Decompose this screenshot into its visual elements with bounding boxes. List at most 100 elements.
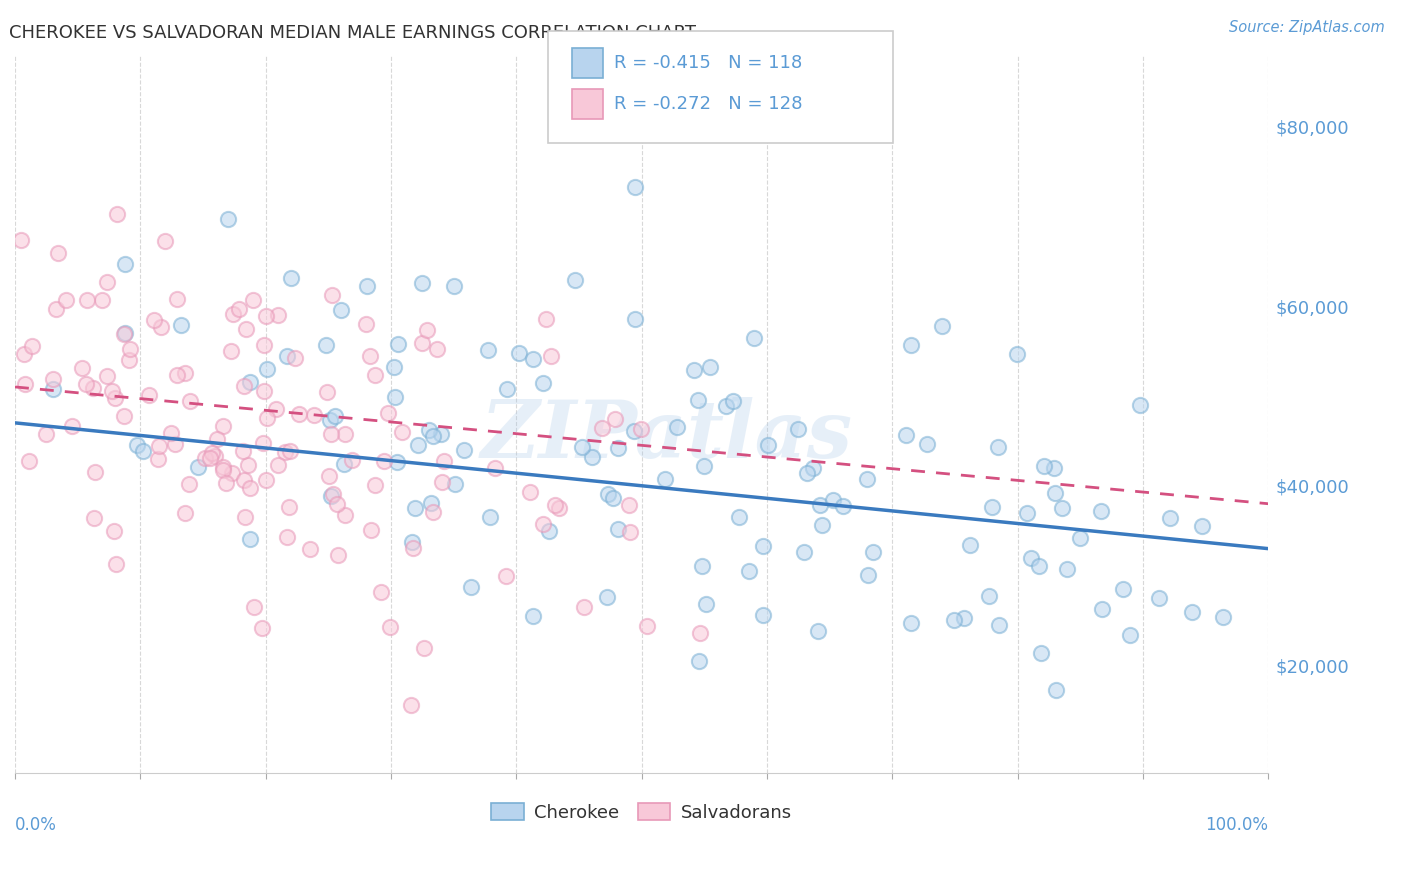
Point [796,466,818,480]
Text: CHEROKEE VS SALVADORAN MEDIAN MALE EARNINGS CORRELATION CHART: CHEROKEE VS SALVADORAN MEDIAN MALE EARNI… [8,24,696,42]
Text: 100.0%: 100.0% [1205,816,1268,834]
Point [596,590,619,604]
Point [896,428,918,442]
Point [148,440,170,454]
Point [630,422,652,436]
Point [114,326,136,340]
Point [242,293,264,307]
Point [253,338,276,352]
Point [370,585,392,599]
Point [959,538,981,552]
Text: R = -0.272   N = 128: R = -0.272 N = 128 [614,95,803,113]
Point [17,454,39,468]
Point [60,419,83,434]
Point [90,293,112,307]
Point [404,501,426,516]
Point [422,429,444,443]
Point [443,278,465,293]
Point [602,491,624,505]
Point [1212,610,1234,624]
Point [981,500,1004,515]
Point [235,322,257,336]
Point [752,539,775,553]
Point [356,279,378,293]
Point [624,312,647,326]
Point [243,599,266,614]
Point [571,440,593,454]
Point [118,353,141,368]
Point [222,307,245,321]
Point [519,485,541,500]
Point [233,509,256,524]
Point [354,317,377,331]
Point [688,392,710,407]
Point [477,343,499,358]
Point [302,409,325,423]
Y-axis label: Median Male Earnings: Median Male Earnings [0,323,8,505]
Point [233,379,256,393]
Point [35,427,58,442]
Point [1043,460,1066,475]
Point [153,235,176,249]
Point [326,497,349,511]
Point [547,501,569,516]
Point [382,359,405,374]
Point [101,384,124,399]
Point [387,337,409,351]
Point [254,309,277,323]
Point [430,475,453,489]
Point [987,441,1010,455]
Point [96,368,118,383]
Point [619,524,641,539]
Point [811,518,834,533]
Point [232,444,254,458]
Point [942,614,965,628]
Point [385,455,408,469]
Point [149,319,172,334]
Point [76,293,98,308]
Point [217,211,239,226]
Point [534,312,557,326]
Point [360,523,382,537]
Point [112,409,135,423]
Point [239,481,262,495]
Point [266,458,288,473]
Point [45,301,67,316]
Point [478,509,501,524]
Point [623,424,645,438]
Point [531,516,554,531]
Point [84,465,107,479]
Point [46,245,69,260]
Point [699,359,721,374]
Point [391,425,413,440]
Point [1069,531,1091,545]
Point [264,402,287,417]
Point [401,535,423,549]
Point [453,443,475,458]
Point [83,511,105,525]
Point [166,292,188,306]
Point [1149,591,1171,605]
Point [364,477,387,491]
Point [862,544,884,558]
Point [105,207,128,221]
Point [683,363,706,377]
Point [810,498,832,512]
Point [714,400,737,414]
Point [221,466,243,480]
Point [531,376,554,390]
Point [689,626,711,640]
Point [114,257,136,271]
Point [1050,501,1073,516]
Point [75,377,97,392]
Point [284,351,307,365]
Point [666,420,689,434]
Point [426,342,449,356]
Point [256,362,278,376]
Point [254,474,277,488]
Point [138,387,160,401]
Point [953,611,976,625]
Point [318,469,340,483]
Point [198,450,221,465]
Point [315,338,337,352]
